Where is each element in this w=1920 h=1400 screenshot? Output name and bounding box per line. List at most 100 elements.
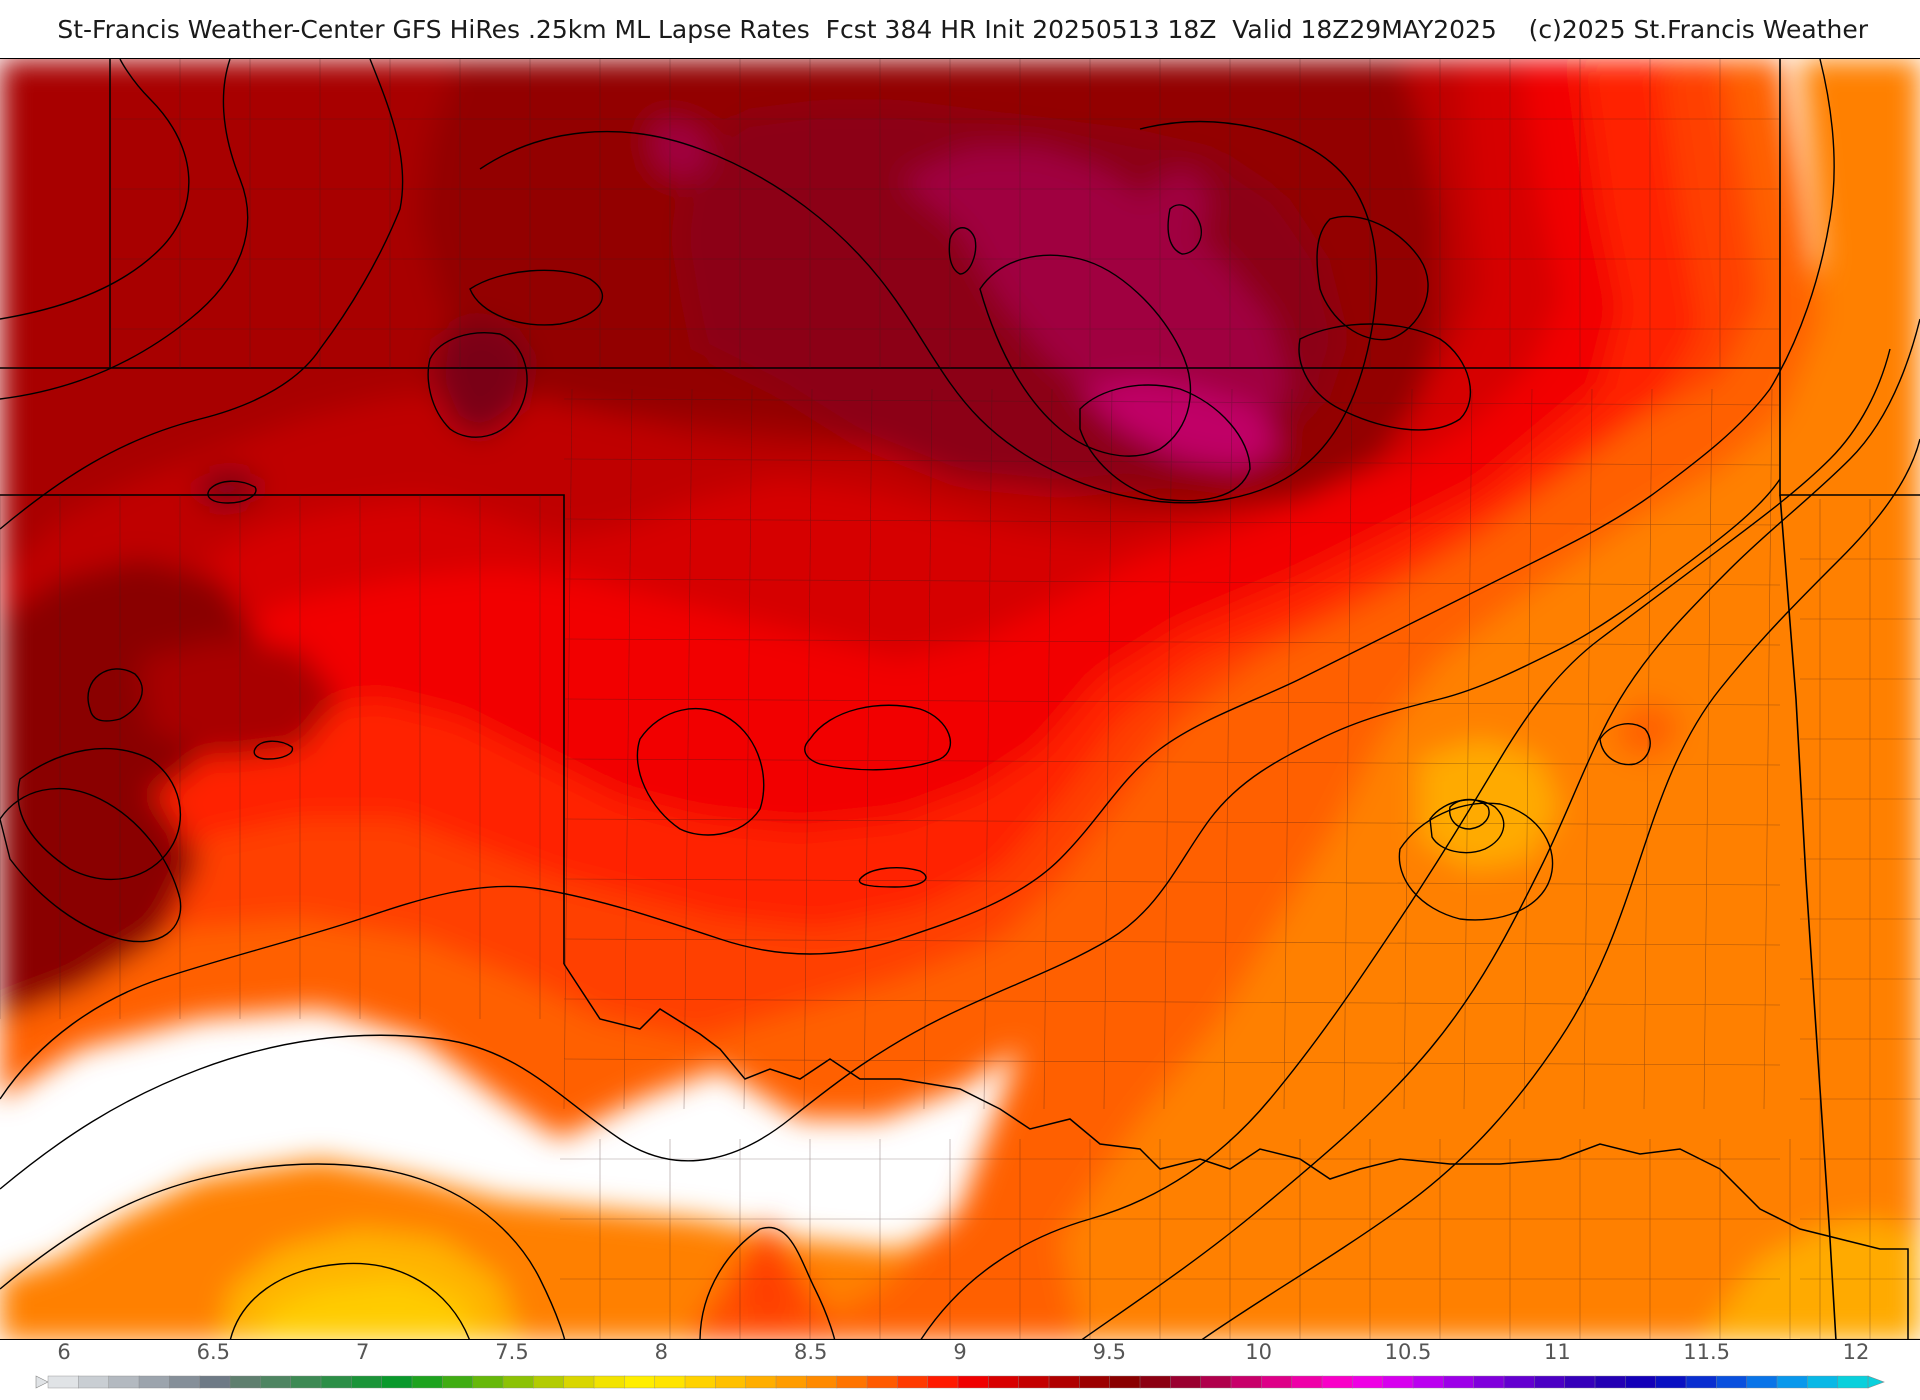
colorbar-swatch	[351, 1375, 383, 1389]
colorbar-tick-label: 7.5	[495, 1340, 529, 1364]
colorbar-swatch	[108, 1375, 140, 1389]
contour-band	[1140, 169, 1210, 259]
county-lines	[0, 59, 1920, 1339]
colorbar-swatch	[897, 1375, 929, 1389]
colorbar-tick-label: 11	[1543, 1340, 1571, 1364]
colorbar-swatch	[836, 1375, 868, 1389]
colorbar-swatch	[1746, 1375, 1778, 1389]
contour-line	[0, 478, 1781, 1190]
contour-line	[636, 707, 765, 836]
colorbar-tick-label: 10	[1245, 1340, 1273, 1364]
contour-line	[1298, 323, 1472, 431]
colorbar-swatch	[1109, 1375, 1141, 1389]
colorbar-swatch	[806, 1375, 838, 1389]
colorbar-swatch	[138, 1375, 171, 1389]
colorbar-tick-label: 8	[654, 1340, 669, 1364]
colorbar-swatch	[624, 1375, 656, 1389]
colorbar-min-arrow	[35, 1375, 49, 1389]
contour-line	[699, 1226, 836, 1339]
map-title: St-Francis Weather-Center GFS HiRes .25k…	[57, 14, 1868, 44]
colorbar-max-arrow	[1867, 1375, 1885, 1389]
contour-line	[0, 59, 1835, 1100]
contour-line	[1079, 384, 1251, 502]
contour-line	[1599, 723, 1651, 766]
colorbar-swatch	[533, 1375, 565, 1389]
contour-line	[207, 480, 257, 504]
contour-line	[427, 332, 528, 438]
filled-contours	[0, 59, 1920, 1339]
contour-line	[1398, 802, 1554, 921]
colorbar-tick-label: 6.5	[196, 1340, 231, 1364]
colorbar-tick-label: 8.5	[793, 1340, 828, 1364]
contour-line	[0, 59, 249, 400]
colorbar-swatch	[229, 1375, 262, 1389]
colorbar-swatch	[47, 1375, 80, 1389]
colorbar: 6 6.5 7 7.5 8 8.5 9 9.5 10 10.5 11 11.5 12	[0, 1340, 1920, 1400]
colorbar-swatch	[1594, 1375, 1627, 1389]
colorbar-swatch	[199, 1375, 231, 1389]
colorbar-swatch	[169, 1375, 201, 1389]
contour-line	[469, 269, 604, 326]
colorbar-swatch	[260, 1375, 292, 1389]
contour-line	[0, 787, 182, 943]
lapse-rate-map	[0, 58, 1920, 1340]
colorbar-swatch	[1807, 1375, 1839, 1389]
colorbar-tick-label: 7	[355, 1340, 370, 1364]
colorbar-swatch	[1412, 1375, 1445, 1389]
colorbar-swatch	[1200, 1375, 1232, 1389]
colorbar-tick-label: 12	[1842, 1340, 1870, 1364]
colorbar-swatch	[411, 1375, 444, 1389]
county-state-boundaries	[0, 59, 1920, 1339]
colorbar-swatch	[1291, 1375, 1323, 1389]
colorbar-strip	[35, 1375, 1885, 1389]
colorbar-swatch	[381, 1375, 413, 1389]
colorbar-swatch	[1503, 1375, 1536, 1389]
contour-line	[1201, 438, 1920, 1339]
contour-band	[1615, 699, 1680, 759]
contour-band	[740, 1239, 800, 1329]
colorbar-swatch	[775, 1375, 808, 1389]
contour-lines	[0, 59, 1920, 1339]
contour-band	[650, 119, 710, 179]
colorbar-swatch	[1564, 1375, 1596, 1389]
contour-line	[479, 120, 1378, 504]
colorbar-swatch	[654, 1375, 686, 1389]
colorbar-swatch	[1230, 1375, 1263, 1389]
contour-line	[804, 704, 951, 771]
colorbar-swatch	[1534, 1375, 1566, 1389]
lapse-rate-field	[0, 59, 1920, 1339]
colorbar-swatch	[472, 1375, 504, 1389]
contour-band	[200, 469, 260, 509]
contour-line	[1316, 215, 1429, 341]
contour-band	[140, 639, 340, 759]
colorbar-tick-label: 11.5	[1683, 1340, 1731, 1364]
contour-line	[0, 59, 190, 320]
colorbar-swatch	[1321, 1375, 1354, 1389]
contour-line	[858, 867, 927, 888]
contour-line	[253, 740, 294, 760]
colorbar-swatch	[957, 1375, 990, 1389]
colorbar-swatch	[593, 1375, 626, 1389]
contour-band	[1080, 379, 1280, 469]
colorbar-swatch	[1625, 1375, 1657, 1389]
state-border	[0, 494, 565, 964]
contour-line	[1167, 204, 1202, 255]
contour-band	[1701, 1219, 1920, 1339]
colorbar-swatch	[1685, 1375, 1718, 1389]
contour-band	[0, 559, 260, 859]
colorbar-swatch	[1079, 1375, 1111, 1389]
contour-line	[920, 348, 1891, 1339]
colorbar-swatch	[78, 1375, 110, 1389]
contour-line	[948, 227, 977, 275]
contour-line	[17, 747, 182, 881]
colorbar-swatch	[502, 1375, 535, 1389]
contour-band	[900, 149, 1290, 449]
colorbar-tick-label: 6	[57, 1340, 71, 1364]
colorbar-swatch	[1716, 1375, 1748, 1389]
colorbar-tick-label: 9.5	[1092, 1340, 1127, 1364]
contour-line	[0, 1163, 566, 1339]
colorbar-swatch	[1473, 1375, 1505, 1389]
colorbar-swatch	[1018, 1375, 1050, 1389]
contour-line	[0, 59, 404, 530]
colorbar-tick-label: 10.5	[1384, 1340, 1432, 1364]
